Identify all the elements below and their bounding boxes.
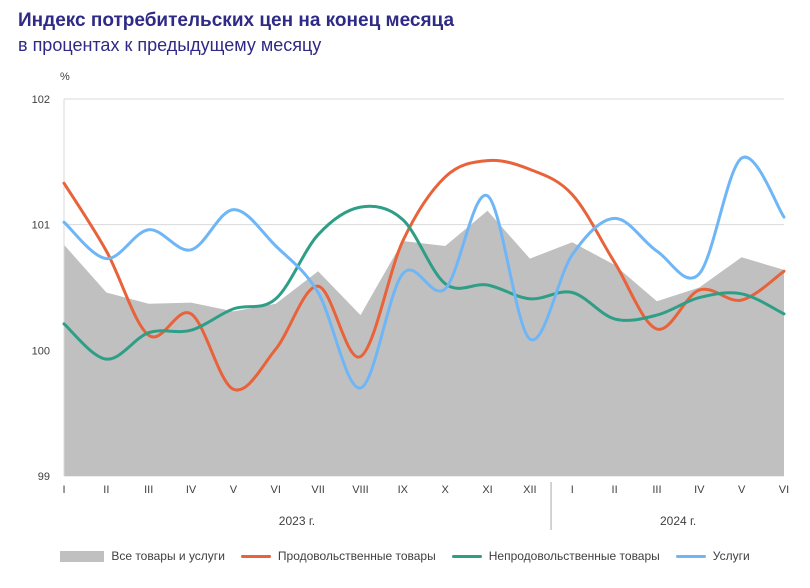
x-tick-label: III <box>652 484 661 496</box>
legend-item-nonfood: Непродовольственные товары <box>451 549 660 563</box>
x-tick-label: X <box>442 484 450 496</box>
x-tick-label: V <box>230 484 238 496</box>
legend-swatch-nonfood <box>451 554 482 558</box>
x-tick-label: VII <box>311 484 324 496</box>
x-tick-label: I <box>571 484 574 496</box>
x-tick-label: II <box>612 484 618 496</box>
legend-label-services: Услуги <box>712 549 750 563</box>
legend-swatch-all <box>60 550 105 562</box>
x-tick-label: VI <box>271 484 281 496</box>
x-tick-label: VI <box>779 484 789 496</box>
y-tick-label: 101 <box>32 220 50 232</box>
legend-item-food: Продовольственные товары <box>240 549 436 563</box>
series-services-line <box>62 155 786 390</box>
x-tick-label: VIII <box>352 484 369 496</box>
y-tick-label: 102 <box>32 94 50 106</box>
x-tick-label: III <box>144 484 153 496</box>
y-tick-label: 99 <box>38 471 50 483</box>
chart-title: Индекс потребительских цен на конец меся… <box>18 10 455 31</box>
series-food-line <box>62 158 786 392</box>
area-series-all-goods <box>64 210 784 477</box>
x-tick-label: V <box>738 484 746 496</box>
x-tick-label: I <box>62 484 65 496</box>
legend-swatch-food <box>240 554 271 558</box>
y-axis-unit: % <box>60 71 70 83</box>
x-tick-label: II <box>103 484 109 496</box>
legend-label-food: Продовольственные товары <box>277 549 436 563</box>
legend-item-all: Все товары и услуги <box>60 549 225 563</box>
legend-label-nonfood: Непродовольственные товары <box>488 549 660 563</box>
legend-swatch-services <box>675 554 706 558</box>
x-tick-label: XI <box>482 484 492 496</box>
year-label: 2024 г. <box>660 514 696 528</box>
x-tick-label: IV <box>186 484 197 496</box>
year-label: 2023 г. <box>279 514 315 528</box>
x-tick-label: XII <box>523 484 536 496</box>
x-tick-label: IV <box>694 484 705 496</box>
chart-subtitle: в процентах к предыдущему месяцу <box>18 35 322 55</box>
series-nonfood-line <box>62 204 786 361</box>
x-tick-label: IX <box>398 484 409 496</box>
legend-item-services: Услуги <box>675 549 750 563</box>
legend: Все товары и услуги Продовольственные то… <box>0 549 810 563</box>
legend-label-all: Все товары и услуги <box>111 549 225 563</box>
y-tick-label: 100 <box>32 345 50 357</box>
